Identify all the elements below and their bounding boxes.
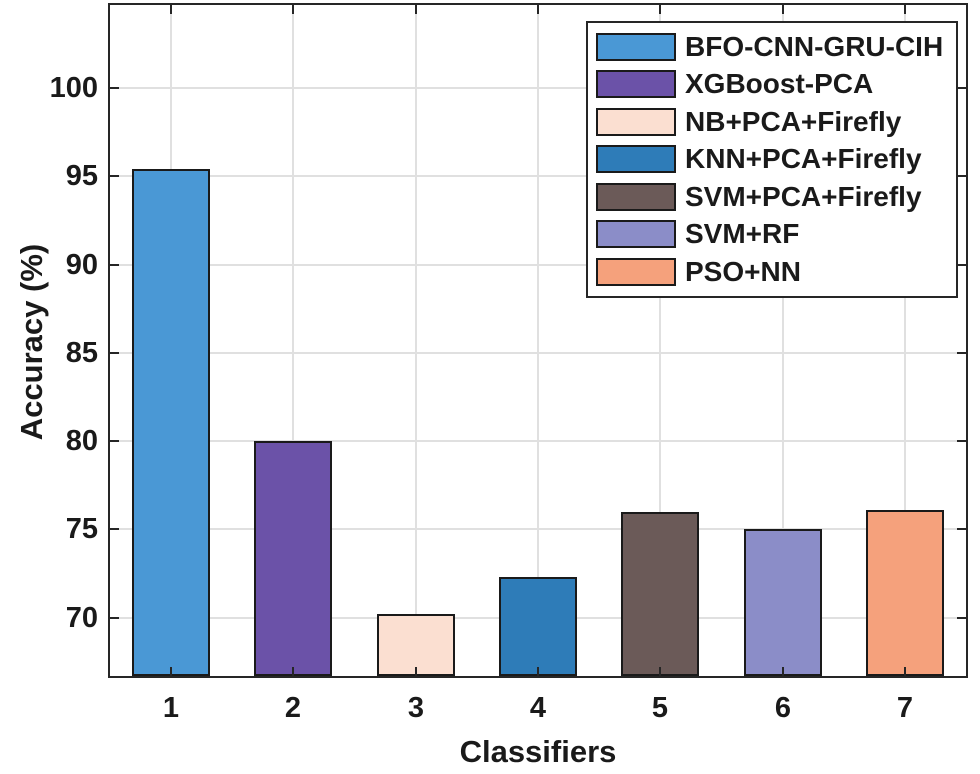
x-tick-mark	[292, 667, 295, 676]
legend-label: BFO-CNN-GRU-CIH	[685, 30, 944, 62]
y-tick-mark	[110, 351, 119, 354]
y-tick-label: 95	[65, 160, 98, 192]
horizontal-gridline	[110, 440, 966, 443]
x-tick-mark	[781, 667, 784, 676]
vertical-gridline	[659, 5, 662, 676]
x-axis-label: Classifiers	[459, 734, 617, 769]
x-tick-mark-top	[659, 5, 662, 14]
x-tick-mark-top	[414, 5, 417, 14]
legend-swatch	[596, 70, 676, 99]
y-tick-label: 80	[65, 425, 98, 457]
y-tick-mark-right	[957, 616, 966, 619]
x-tick-mark-top	[537, 5, 539, 14]
y-tick-label: 100	[49, 72, 98, 104]
legend-label: SVM+PCA+Firefly	[685, 180, 922, 212]
x-tick-mark-top	[292, 5, 295, 14]
y-tick-mark	[110, 86, 119, 89]
y-tick-mark-right	[957, 175, 966, 178]
x-tick-mark-top	[903, 5, 906, 14]
y-tick-mark	[110, 175, 119, 178]
horizontal-gridline	[110, 175, 966, 178]
legend-swatch	[596, 182, 676, 211]
y-tick-label: 75	[65, 513, 98, 545]
x-tick-label: 4	[529, 692, 547, 724]
y-tick-mark-right	[957, 351, 966, 354]
x-tick-label: 1	[162, 692, 180, 724]
y-tick-mark	[110, 528, 119, 531]
x-tick-label: 5	[651, 692, 669, 724]
x-tick-mark-top	[170, 5, 173, 14]
x-tick-mark	[659, 667, 662, 676]
vertical-gridline	[414, 5, 417, 676]
legend-item: BFO-CNN-GRU-CIH	[588, 28, 956, 66]
y-tick-mark-right	[957, 528, 966, 531]
horizontal-gridline	[110, 351, 966, 354]
legend-item: NB+PCA+Firefly	[588, 103, 956, 141]
y-tick-mark-right	[957, 86, 966, 89]
vertical-gridline	[903, 5, 906, 676]
y-tick-mark-right	[957, 263, 966, 266]
x-tick-mark-top	[781, 5, 784, 14]
legend-swatch	[596, 145, 676, 174]
y-tick-mark	[110, 440, 119, 443]
horizontal-gridline	[110, 528, 966, 531]
legend-swatch	[596, 220, 676, 249]
y-axis-label: Accuracy (%)	[14, 243, 49, 441]
legend-item: PSO+NN	[588, 253, 956, 291]
legend: BFO-CNN-GRU-CIH XGBoost-PCA NB+PCA+Firefly…	[586, 21, 958, 298]
x-tick-label: 6	[774, 692, 792, 724]
legend-item: XGBoost-PCA	[588, 66, 956, 104]
y-tick-mark-right	[957, 440, 966, 443]
vertical-gridline	[781, 5, 784, 676]
x-tick-label: 2	[284, 692, 302, 724]
legend-label: KNN+PCA+Firefly	[685, 143, 922, 175]
legend-swatch	[596, 107, 676, 136]
legend-swatch	[596, 32, 676, 61]
bar-2	[254, 441, 332, 676]
legend-swatch	[596, 257, 676, 286]
legend-label: NB+PCA+Firefly	[685, 105, 902, 137]
legend-label: XGBoost-PCA	[685, 68, 874, 100]
vertical-gridline	[292, 5, 295, 676]
x-tick-mark	[414, 667, 417, 676]
bar-5	[621, 512, 699, 676]
legend-label: SVM+RF	[685, 218, 800, 250]
bar-7	[866, 510, 944, 676]
legend-item: KNN+PCA+Firefly	[588, 141, 956, 179]
bar-4	[499, 577, 577, 676]
horizontal-gridline	[110, 86, 966, 89]
x-tick-label: 3	[407, 692, 425, 724]
legend-item: SVM+RF	[588, 216, 956, 254]
y-tick-label: 90	[65, 249, 98, 281]
y-tick-label: 70	[65, 602, 98, 634]
horizontal-gridline	[110, 263, 966, 266]
bar-6	[744, 529, 822, 676]
x-tick-label: 7	[896, 692, 914, 724]
bar-1	[132, 169, 210, 676]
x-tick-mark	[903, 667, 906, 676]
legend-item: SVM+PCA+Firefly	[588, 178, 956, 216]
legend-label: PSO+NN	[685, 255, 801, 287]
x-tick-mark	[170, 667, 173, 676]
vertical-gridline	[537, 5, 539, 676]
x-tick-mark	[537, 667, 539, 676]
y-tick-mark	[110, 263, 119, 266]
y-tick-mark	[110, 616, 119, 619]
y-tick-label: 85	[65, 337, 98, 369]
